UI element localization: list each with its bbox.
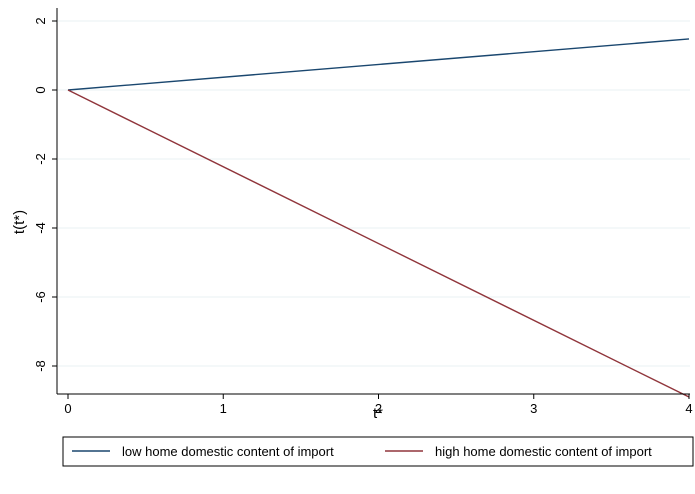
tick-marks: 2 0 -2 -4 -6 -8 0 1 2 3 4	[33, 17, 693, 416]
y-tick-label: -8	[33, 360, 48, 372]
x-tick-label: 4	[685, 401, 692, 416]
series-line	[67, 89, 690, 398]
y-axis-title: t(t*)	[11, 210, 28, 234]
grid-lines	[58, 20, 690, 367]
legend: low home domestic content of import high …	[62, 436, 694, 467]
y-tick-label: 2	[33, 17, 48, 24]
x-tick-label: 3	[530, 401, 537, 416]
legend-label: low home domestic content of import	[122, 444, 334, 459]
y-tick-label: -6	[33, 291, 48, 303]
x-axis-title: t*	[373, 405, 383, 422]
legend-label: high home domestic content of import	[435, 444, 652, 459]
series-line	[67, 38, 690, 91]
x-tick-label: 0	[64, 401, 71, 416]
y-tick-label: -2	[33, 153, 48, 165]
y-tick-label: -4	[33, 222, 48, 234]
legend-box	[62, 436, 694, 467]
series-lines	[67, 38, 690, 398]
x-tick-label: 2	[375, 401, 382, 416]
axes	[56, 8, 690, 395]
y-tick-label: 0	[33, 86, 48, 93]
x-tick-label: 1	[220, 401, 227, 416]
